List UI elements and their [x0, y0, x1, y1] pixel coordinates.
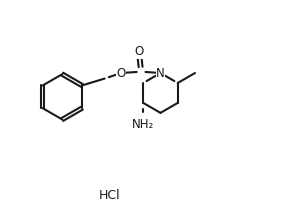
- Text: O: O: [134, 45, 144, 58]
- Text: N: N: [156, 66, 165, 79]
- Text: HCl: HCl: [99, 189, 120, 201]
- Text: NH₂: NH₂: [132, 118, 154, 131]
- Text: O: O: [117, 66, 126, 79]
